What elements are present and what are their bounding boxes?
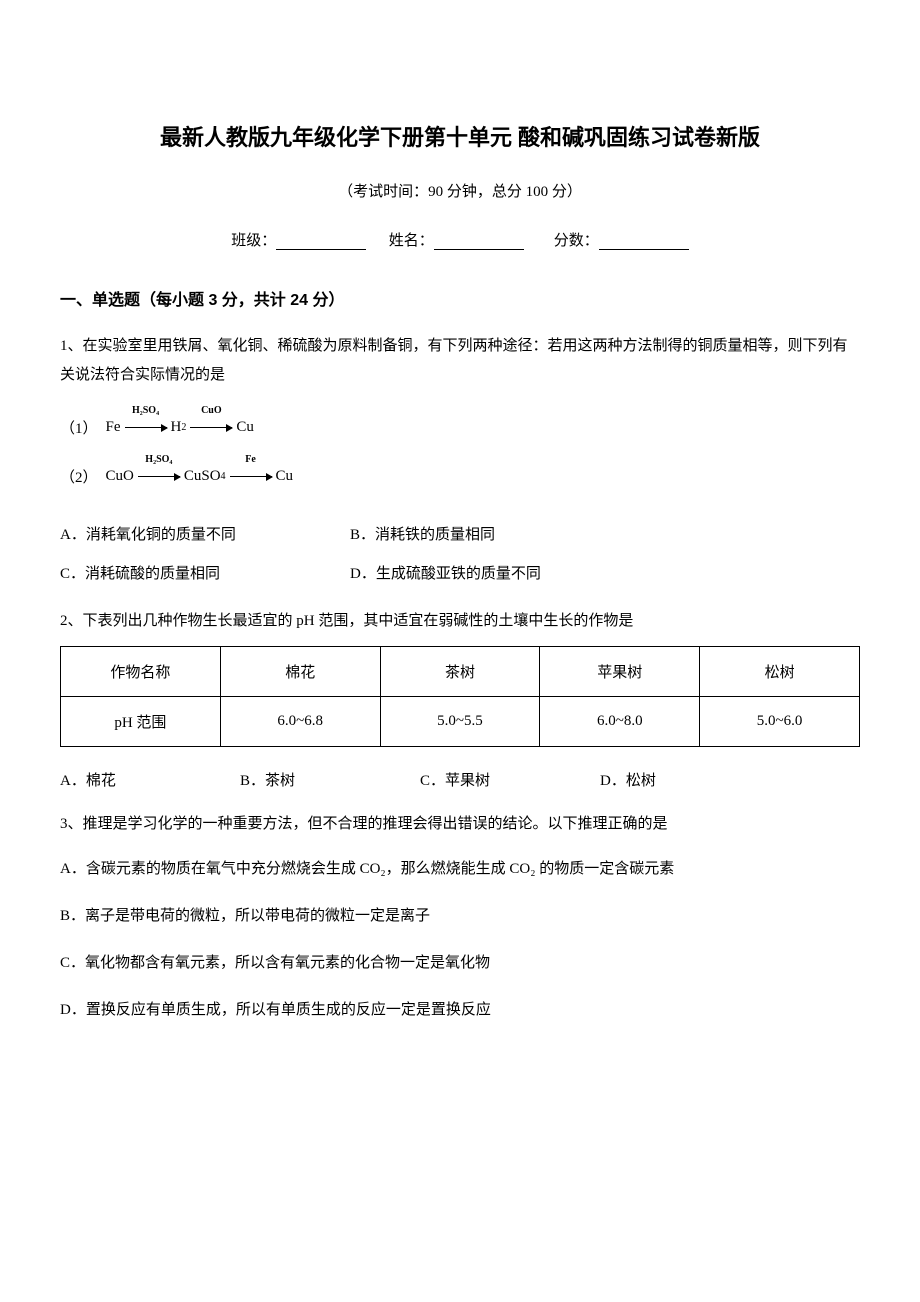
- name-blank: [434, 234, 524, 250]
- route1-arrow2: CuO: [190, 419, 232, 436]
- table-cell: 作物名称: [61, 646, 221, 696]
- reaction-route-2: （2） CuO H₂SO₄ CuSO4 Fe Cu: [60, 466, 860, 487]
- question-2-text: 2、下表列出几种作物生长最适宜的 pH 范围，其中适宜在弱碱性的土壤中生长的作物…: [60, 607, 860, 636]
- q1-options-row1: A．消耗氧化铜的质量不同 B．消耗铁的质量相同: [60, 523, 860, 544]
- route2-arrow1-label: H₂SO₄: [145, 454, 172, 465]
- reaction-route-1: （1） Fe H₂SO₄ H2 CuO Cu: [60, 417, 860, 438]
- route2-arrow2-label: Fe: [245, 454, 256, 465]
- route1-product2: Cu: [236, 419, 254, 436]
- score-label: 分数：: [554, 233, 599, 249]
- route1-reactant1: Fe: [106, 419, 121, 436]
- route1-arrow2-label: CuO: [201, 405, 222, 416]
- q3-option-b: B．离子是带电荷的微粒，所以带电荷的微粒一定是离子: [60, 903, 860, 930]
- table-cell: 苹果树: [540, 646, 700, 696]
- route2-product1-sub: 4: [221, 471, 226, 482]
- table-cell: 茶树: [380, 646, 540, 696]
- route1-product1-sub: 2: [181, 422, 186, 433]
- class-label: 班级：: [231, 233, 276, 249]
- route1-arrow1-label: H₂SO₄: [132, 405, 159, 416]
- question-3-text: 3、推理是学习化学的一种重要方法，但不合理的推理会得出错误的结论。以下推理正确的…: [60, 810, 860, 839]
- table-cell: 松树: [700, 646, 860, 696]
- route2-reactant1: CuO: [106, 468, 134, 485]
- table-cell: 棉花: [220, 646, 380, 696]
- q2-option-a: A．棉花: [60, 769, 240, 790]
- q1-option-d: D．生成硫酸亚铁的质量不同: [350, 562, 640, 583]
- table-cell: 6.0~8.0: [540, 696, 700, 746]
- q2-table-wrap: 作物名称 棉花 茶树 苹果树 松树 pH 范围 6.0~6.8 5.0~5.5 …: [60, 646, 860, 747]
- route2-arrow2: Fe: [230, 468, 272, 485]
- route2-product1: CuSO: [184, 468, 221, 485]
- q2-option-d: D．松树: [600, 769, 780, 790]
- q2-table: 作物名称 棉花 茶树 苹果树 松树 pH 范围 6.0~6.8 5.0~5.5 …: [60, 646, 860, 747]
- q2-option-b: B．茶树: [240, 769, 420, 790]
- q3-option-a: A．含碳元素的物质在氧气中充分燃烧会生成 CO₂，那么燃烧能生成 CO₂ 的物质…: [60, 856, 860, 883]
- table-cell: 6.0~6.8: [220, 696, 380, 746]
- q1-option-b: B．消耗铁的质量相同: [350, 523, 640, 544]
- q3-option-c: C．氧化物都含有氧元素，所以含有氧元素的化合物一定是氧化物: [60, 950, 860, 977]
- q1-options-row2: C．消耗硫酸的质量相同 D．生成硫酸亚铁的质量不同: [60, 562, 860, 583]
- q2-option-c: C．苹果树: [420, 769, 600, 790]
- question-1-text: 1、在实验室里用铁屑、氧化铜、稀硫酸为原料制备铜，有下列两种途径：若用这两种方法…: [60, 332, 860, 389]
- table-row: 作物名称 棉花 茶树 苹果树 松树: [61, 646, 860, 696]
- class-blank: [276, 234, 366, 250]
- student-info-row: 班级： 姓名： 分数：: [60, 229, 860, 250]
- section-header: 一、单选题（每小题 3 分，共计 24 分）: [60, 286, 860, 310]
- q1-option-a: A．消耗氧化铜的质量不同: [60, 523, 350, 544]
- exam-info: （考试时间：90 分钟，总分 100 分）: [60, 180, 860, 201]
- q2-options: A．棉花 B．茶树 C．苹果树 D．松树: [60, 769, 860, 790]
- route2-label: （2）: [60, 466, 98, 487]
- route1-label: （1）: [60, 417, 98, 438]
- name-label: 姓名：: [389, 233, 434, 249]
- table-cell: 5.0~6.0: [700, 696, 860, 746]
- score-blank: [599, 234, 689, 250]
- route2-product2: Cu: [276, 468, 294, 485]
- route1-arrow1: H₂SO₄: [125, 419, 167, 436]
- route1-product1: H: [171, 419, 182, 436]
- route2-arrow1: H₂SO₄: [138, 468, 180, 485]
- q1-option-c: C．消耗硫酸的质量相同: [60, 562, 350, 583]
- table-cell: pH 范围: [61, 696, 221, 746]
- table-cell: 5.0~5.5: [380, 696, 540, 746]
- table-row: pH 范围 6.0~6.8 5.0~5.5 6.0~8.0 5.0~6.0: [61, 696, 860, 746]
- document-title: 最新人教版九年级化学下册第十单元 酸和碱巩固练习试卷新版: [60, 120, 860, 152]
- q3-option-d: D．置换反应有单质生成，所以有单质生成的反应一定是置换反应: [60, 997, 860, 1024]
